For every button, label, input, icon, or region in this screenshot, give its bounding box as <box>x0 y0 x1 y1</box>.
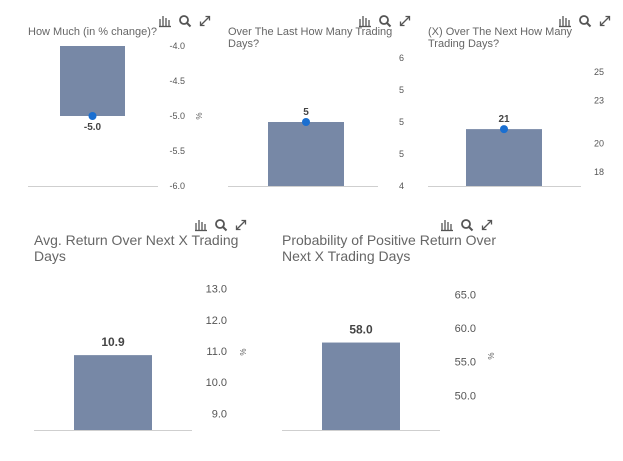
bar <box>268 122 344 186</box>
bar <box>60 46 125 116</box>
expand-icon[interactable] <box>480 218 494 232</box>
search-icon[interactable] <box>578 14 592 28</box>
chart-avg-return: 13.0 12.0 11.0 10.0 9.0% 10.9 <box>34 284 247 431</box>
chart-panel-next-days: (X) Over The Next How Many Trading Days?… <box>428 14 618 194</box>
expand-icon[interactable] <box>598 14 612 28</box>
y-tick-label: -4.5 <box>169 76 185 86</box>
y-tick-label: 10.0 <box>206 377 227 389</box>
y-tick-label: 18 <box>594 167 604 177</box>
y-tick-label: 25 <box>594 67 604 77</box>
y-tick-label: 65.0 <box>455 289 476 301</box>
data-point-marker <box>88 112 97 120</box>
chart-panel-last-days: Over The Last How Many Trading Days? 6 5 5… <box>228 14 418 194</box>
chart-toolbar <box>358 14 412 28</box>
chart-panel-how-much: How Much (in % change)? -4.0 -4.5 -5.0 -5.5… <box>28 14 218 194</box>
chart-title: (X) Over The Next How Many Trading Days? <box>428 26 573 50</box>
chart-panel-avg-return: Avg. Return Over Next X Trading Days 13.… <box>34 218 264 438</box>
y-tick-label: 9.0 <box>212 408 227 420</box>
y-tick-label: 5 <box>399 85 404 95</box>
y-tick-label: 11.0 <box>206 346 227 358</box>
bar-chart-icon[interactable] <box>558 14 572 28</box>
bar-chart-icon[interactable] <box>158 14 172 28</box>
expand-icon[interactable] <box>398 14 412 28</box>
data-label: 10.9 <box>101 335 125 349</box>
expand-icon[interactable] <box>198 14 212 28</box>
y-tick-label: -4.0 <box>169 41 185 51</box>
y-tick-label: 50.0 <box>455 390 476 402</box>
bar-chart-icon[interactable] <box>194 218 208 232</box>
y-tick-label: 12.0 <box>206 315 227 327</box>
bar <box>466 129 542 186</box>
data-label: -5.0 <box>84 122 102 133</box>
chart-toolbar <box>440 218 494 232</box>
search-icon[interactable] <box>378 14 392 28</box>
bar-chart-icon[interactable] <box>440 218 454 232</box>
y-tick-label: -5.5 <box>169 146 185 156</box>
y-tick-label: 60.0 <box>455 323 476 335</box>
y-tick-label: -5.0 <box>169 111 185 121</box>
chart-how-much: -4.0 -4.5 -5.0 -5.5 -6.0% -5.0 <box>28 41 203 191</box>
chart-probability: 65.0 60.0 55.0 50.0% 58.0 <box>282 289 495 431</box>
expand-icon[interactable] <box>234 218 248 232</box>
search-icon[interactable] <box>178 14 192 28</box>
data-label: 58.0 <box>349 323 373 337</box>
chart-toolbar <box>158 14 212 28</box>
search-icon[interactable] <box>460 218 474 232</box>
data-label: 5 <box>303 107 309 118</box>
bar <box>74 355 152 430</box>
y-tick-label: 5 <box>399 149 404 159</box>
bar <box>322 342 400 430</box>
chart-title: Avg. Return Over Next X Trading Days <box>34 232 239 264</box>
y-tick-label: -6.0 <box>169 181 185 191</box>
y-tick-label: 6 <box>399 53 404 63</box>
data-point-marker <box>500 125 508 134</box>
y-tick-label: 4 <box>399 181 404 191</box>
chart-last-days: 6 5 5 5 4 5 <box>228 53 404 191</box>
chart-toolbar <box>558 14 612 28</box>
search-icon[interactable] <box>214 218 228 232</box>
chart-next-days: 25 23 20 18 21 <box>428 67 604 187</box>
y-tick-label: 23 <box>594 96 604 106</box>
chart-toolbar <box>194 218 248 232</box>
y-tick-label: 20 <box>594 138 604 148</box>
y-axis-unit: % <box>194 112 203 119</box>
data-label: 21 <box>498 114 510 125</box>
y-tick-label: 55.0 <box>455 357 476 369</box>
y-axis-unit: % <box>486 352 495 359</box>
chart-title: Probability of Positive Return Over Next… <box>282 232 496 264</box>
data-point-marker <box>302 118 310 126</box>
chart-panel-probability: Probability of Positive Return Over Next… <box>282 218 512 438</box>
chart-title: Over The Last How Many Trading Days? <box>228 26 393 50</box>
y-tick-label: 5 <box>399 117 404 127</box>
y-tick-label: 13.0 <box>206 284 227 296</box>
chart-title: How Much (in % change)? <box>28 26 158 38</box>
bar-chart-icon[interactable] <box>358 14 372 28</box>
y-axis-unit: % <box>238 348 247 355</box>
